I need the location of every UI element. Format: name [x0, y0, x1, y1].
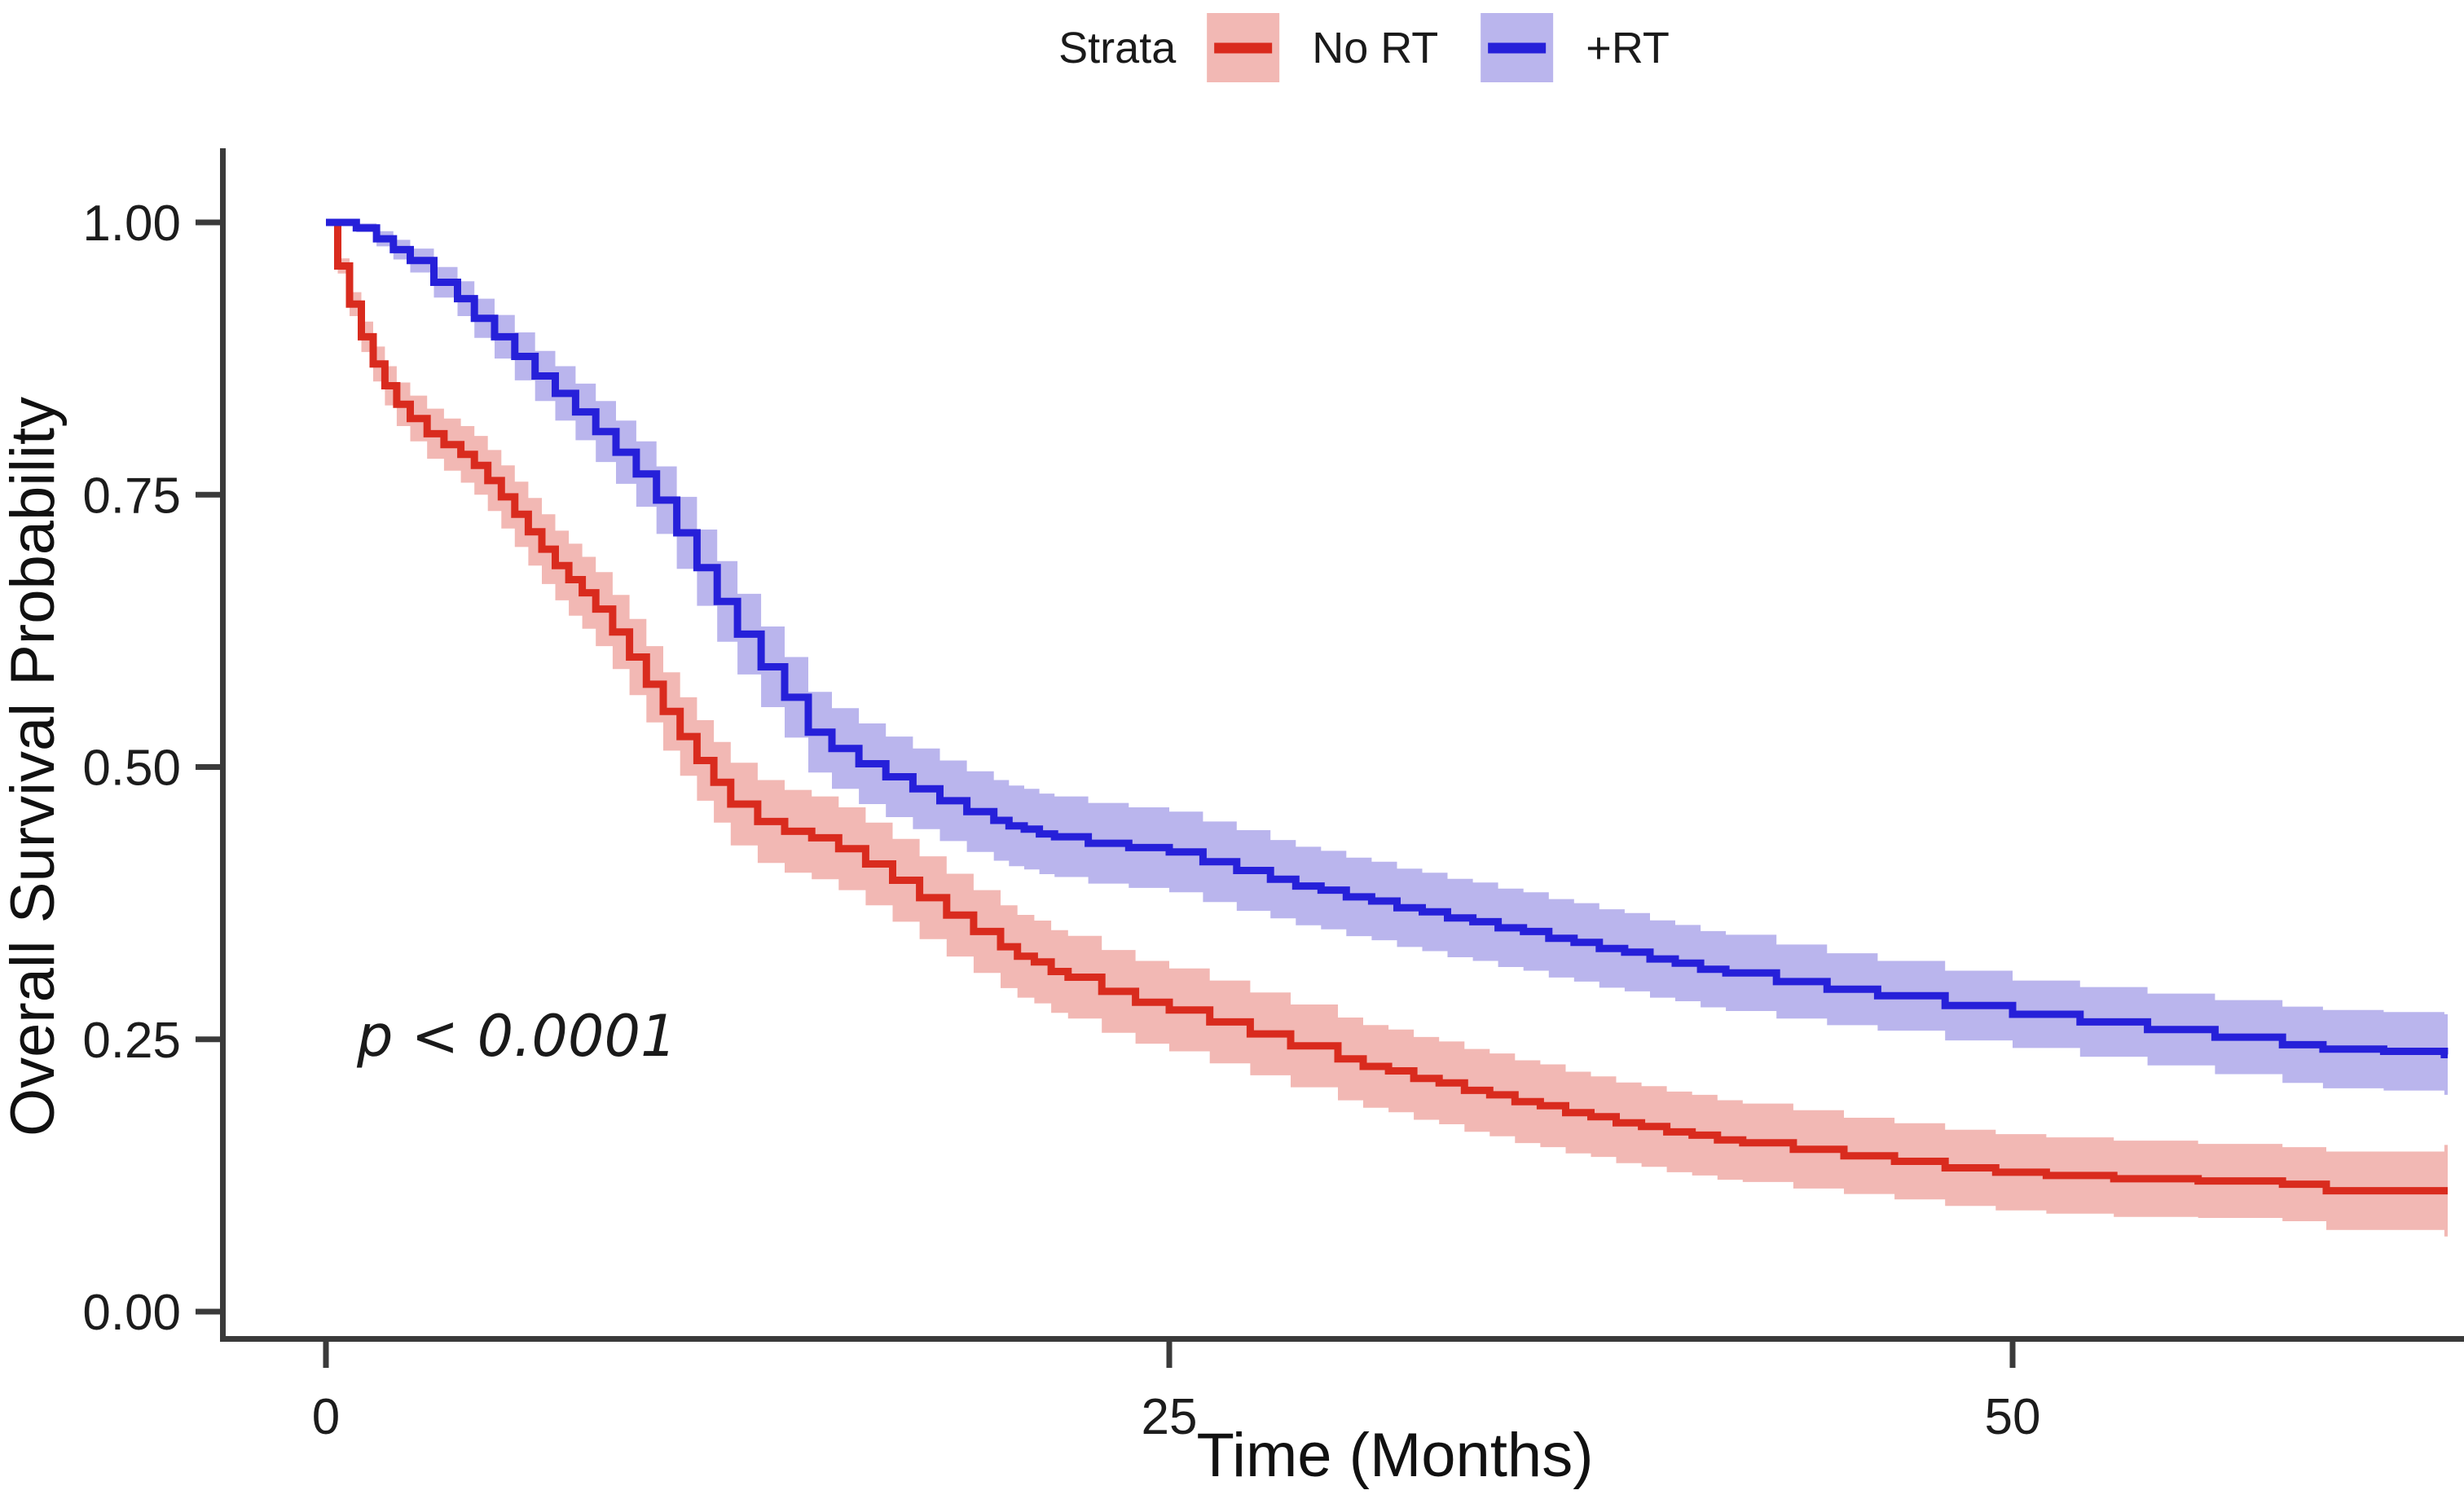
legend-label-no-rt: No RT	[1312, 23, 1439, 73]
x-tick-label: 0	[312, 1389, 340, 1445]
x-axis-title: Time (Months)	[1196, 1421, 1593, 1490]
legend-label-plus-rt: +RT	[1586, 23, 1670, 73]
x-tick-label: 25	[1142, 1389, 1198, 1445]
survival-curve-no-rt	[326, 218, 2448, 1195]
axes	[196, 148, 2464, 1368]
pvalue-annotation: p < 0.0001	[356, 1003, 677, 1070]
x-axis-line	[220, 1336, 2464, 1342]
legend-key-no-rt	[1207, 13, 1280, 82]
survival-curves	[326, 218, 2449, 1195]
y-tick-label: 0.50	[82, 741, 181, 797]
legend-item-no-rt[interactable]: No RT	[1207, 13, 1438, 82]
y-tick-label: 0.75	[82, 468, 181, 524]
legend-key-line-icon	[1488, 42, 1547, 53]
legend: Strata No RT +RT	[1058, 13, 1670, 82]
survival-curve-rt	[326, 218, 2449, 1058]
x-tick-label: 50	[1985, 1389, 2041, 1445]
confidence-band-no-rt	[326, 222, 2448, 1237]
y-axis-title: Overall Survival Probability	[0, 397, 68, 1136]
confidence-band-rt	[326, 222, 2448, 1095]
tick-labels: 0.00 0.25 0.50 0.75 1.00 0 25 50	[82, 196, 2040, 1445]
y-tick-label: 0.00	[82, 1285, 181, 1341]
legend-key-plus-rt	[1481, 13, 1554, 82]
y-tick-label: 1.00	[82, 196, 181, 252]
y-tick-label: 0.25	[82, 1013, 181, 1069]
confidence-bands	[326, 222, 2448, 1237]
legend-key-line-icon	[1214, 42, 1273, 53]
y-axis-line	[220, 148, 226, 1341]
legend-title: Strata	[1058, 23, 1177, 73]
legend-item-plus-rt[interactable]: +RT	[1481, 13, 1670, 82]
